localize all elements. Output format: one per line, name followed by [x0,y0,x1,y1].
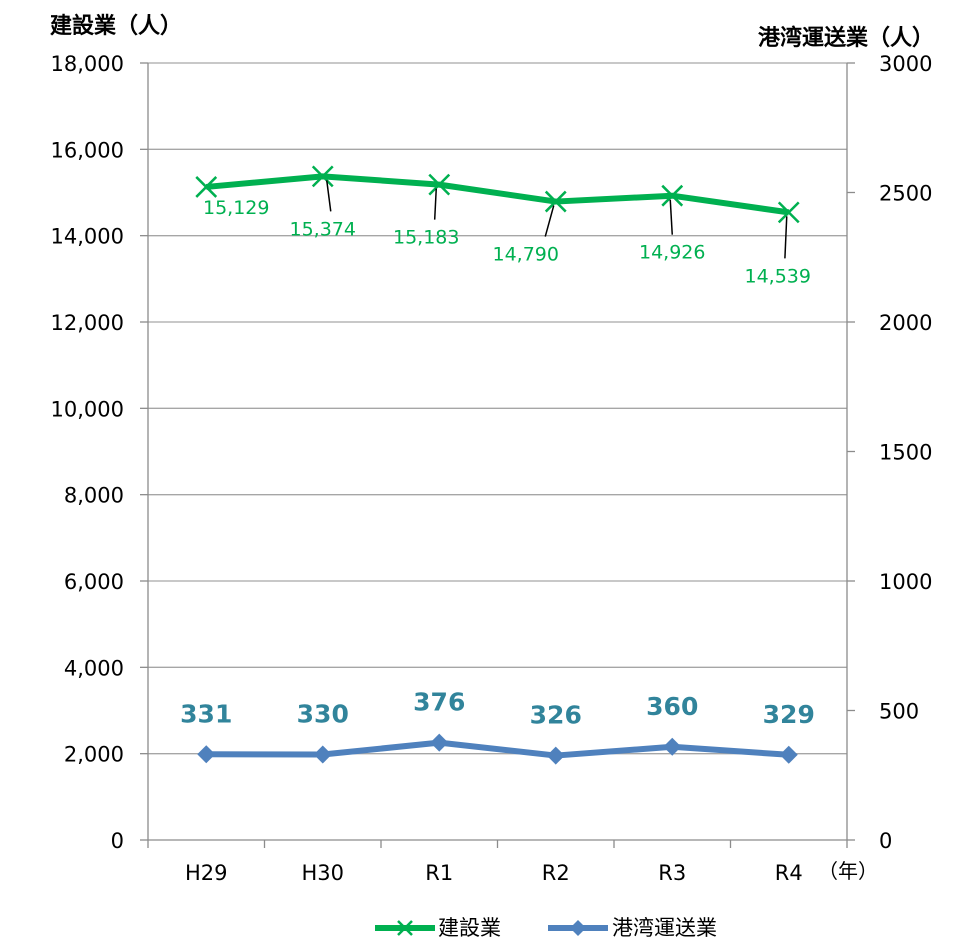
x-axis-tick-label: H30 [301,861,344,885]
left-axis-title: 建設業（人） [50,13,182,39]
x-axis-unit: （年） [818,859,878,883]
left-axis-tick-label: 18,000 [51,52,124,76]
data-label-port: 330 [297,700,349,729]
legend-label-port: 港湾運送業 [612,916,717,940]
data-point-port [663,737,682,756]
data-label-port: 326 [530,701,582,730]
right-axis-tick-label: 2000 [879,311,932,335]
left-axis-tick-label: 10,000 [51,397,124,421]
data-label-port: 360 [646,692,698,721]
data-point-port [430,733,449,752]
left-axis-tick-label: 14,000 [51,225,124,249]
data-label-port: 331 [180,699,232,728]
data-labels: 15,129 15,374 15,183 14,790 14,926 14,539 331 3… [180,180,815,730]
data-label-port: 329 [763,700,815,729]
left-axis-tick-label: 12,000 [51,311,124,335]
data-label-port: 376 [413,688,465,717]
data-label-leader [784,216,788,259]
data-label-leader [433,188,437,220]
data-label-construction: 14,539 [745,265,811,287]
right-axis-title: 港湾運送業（人） [758,25,934,51]
gridlines [148,62,847,755]
data-point-construction [544,190,567,213]
left-axis-tick-label: 4,000 [64,656,124,680]
data-label-construction: 15,129 [203,197,269,219]
left-axis-tick-label: 6,000 [64,570,124,594]
right-axis-tick-label: 500 [879,700,919,724]
data-label-leader [326,180,332,212]
data-point-port [313,745,332,764]
legend-item-construction: 建設業 [375,916,501,940]
x-axis-tick-label: R3 [658,861,686,885]
data-point-port [779,745,798,764]
right-axis-ticks: 0 500 1000 1500 2000 2500 3000 [879,52,932,853]
left-axis-tick-label: 16,000 [51,138,124,162]
data-point-port [197,745,216,764]
data-point-construction [311,165,334,188]
data-point-construction [428,173,451,196]
data-label-leader [544,205,555,237]
x-axis-tick-label: R2 [542,861,570,885]
series [195,165,800,765]
data-point-construction [661,184,684,207]
data-point-construction [777,201,800,224]
x-axis-ticks: H29 H30 R1 R2 R3 R4 [185,861,803,885]
legend-label-construction: 建設業 [438,916,501,940]
data-label-construction: 14,790 [493,244,559,266]
left-axis-tick-label: 0 [111,829,124,853]
series-line-port [206,739,789,759]
data-label-construction: 15,374 [290,218,356,240]
left-axis-tick-label: 8,000 [64,484,124,508]
x-axis-tick-label: R4 [775,861,803,885]
data-label-construction: 14,926 [639,242,705,264]
right-axis-tick-label: 1500 [879,441,932,465]
legend-marker-port [570,920,586,936]
right-axis-tick-label: 3000 [879,52,932,76]
legend: 建設業 港湾運送業 [375,916,717,940]
legend-marker-construction [397,920,413,936]
series-line-construction [205,173,790,216]
x-axis-tick-label: H29 [185,861,228,885]
data-point-port [546,746,565,765]
left-axis-tick-label: 2,000 [64,743,124,767]
legend-item-port: 港湾運送業 [548,916,717,940]
right-axis-tick-label: 0 [879,829,892,853]
right-axis-tick-label: 1000 [879,570,932,594]
axes [140,62,855,848]
right-axis-tick-label: 2500 [879,182,932,206]
data-label-leader [669,199,673,235]
left-axis-ticks: 0 2,000 4,000 6,000 8,000 10,000 12,000 14,000 1… [51,52,124,853]
data-label-construction: 15,183 [393,227,459,249]
data-point-construction [195,176,218,198]
x-axis-tick-label: R1 [425,861,453,885]
